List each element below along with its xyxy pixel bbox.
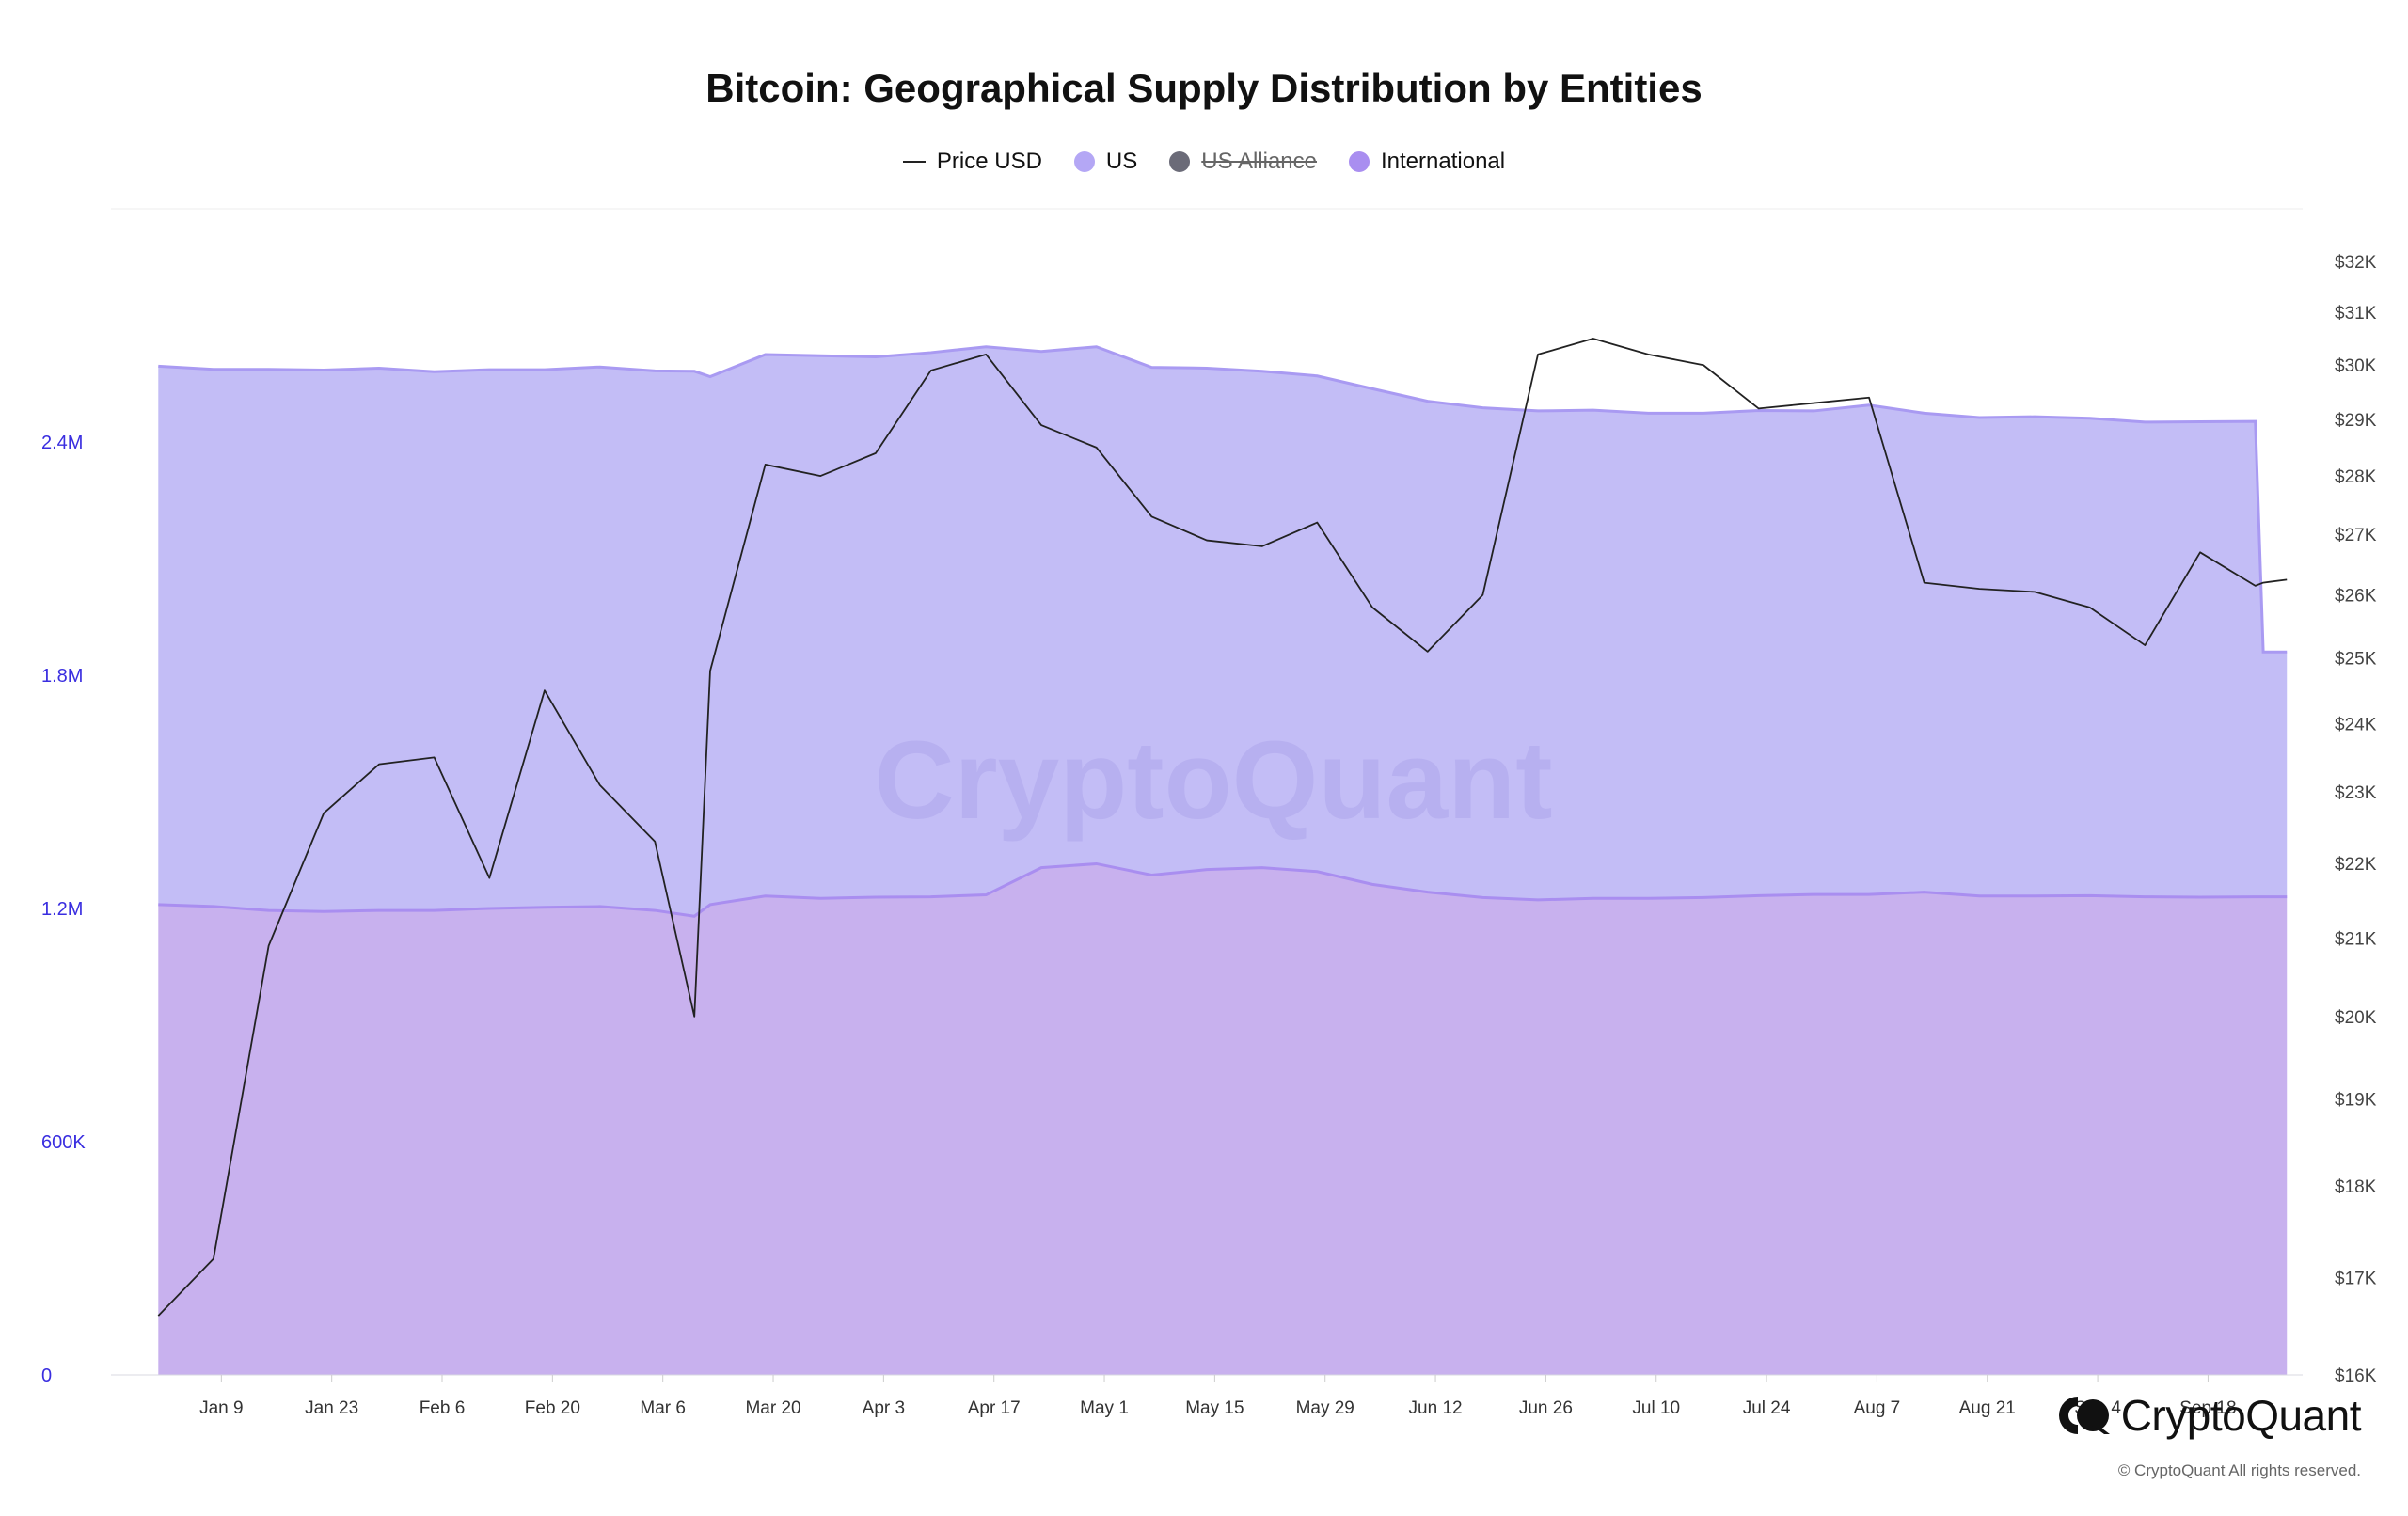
series-line-us [158,345,2288,654]
x-tick-label: Sep 18 [2179,1398,2236,1418]
watermark: CryptoQuant [874,719,1552,843]
copyright-text: © CryptoQuant All rights reserved. [2117,1461,2361,1479]
y-left-tick-label: 600K [41,1132,86,1153]
x-tick-label: Jul 24 [1743,1398,1791,1418]
x-tick-label: Apr 17 [968,1398,1021,1418]
legend-item-us-alliance[interactable]: US Alliance [1169,149,1317,175]
y-left-tick-label: 2.4M [41,433,83,453]
x-tick-label: Jun 26 [1519,1398,1573,1418]
brand-name: CryptoQuant [2120,1391,2362,1440]
y-right-tick-label: $17K [2335,1269,2377,1288]
y-right-tick-label: $25K [2335,650,2377,670]
legend-item-price[interactable]: Price USD [902,149,1042,175]
y-right-tick-label: $16K [2335,1366,2377,1386]
y-right-tick-label: $28K [2335,467,2377,487]
y-right-tick-label: $22K [2335,855,2377,875]
y-left-tick-label: 0 [41,1366,52,1386]
brand-logo: CryptoQuant [2057,1390,2362,1441]
series-area-us [158,346,2288,917]
x-tick-label: Apr 3 [863,1398,905,1418]
line-swatch-icon [902,161,926,163]
y-right-tick-label: $26K [2335,587,2377,607]
y-right-tick-label: $19K [2335,1090,2377,1110]
x-tick-label: Feb 6 [420,1398,466,1418]
x-tick-label: Mar 20 [745,1398,800,1418]
chart-title: Bitcoin: Geographical Supply Distributio… [705,66,1703,110]
x-tick-label: Feb 20 [525,1398,580,1418]
y-right-tick-label: $21K [2335,929,2377,949]
x-tick-label: Aug 7 [1854,1398,1901,1418]
cryptoquant-logo-icon [2058,1397,2110,1434]
y-right-tick-label: $30K [2335,356,2377,376]
dot-swatch-icon [1073,151,1095,172]
x-tick-label: Mar 6 [640,1398,686,1418]
legend-item-us[interactable]: US [1073,149,1138,175]
y-right-tick-label: $24K [2335,715,2377,734]
dot-swatch-icon [1169,151,1191,172]
legend-item-international[interactable]: International [1349,149,1505,175]
dot-swatch-icon [1349,151,1370,172]
series-area-international [158,863,2288,1375]
legend-label-us: US [1105,149,1138,174]
y-right-tick-label: $31K [2335,304,2377,324]
x-tick-label: May 1 [1080,1398,1129,1418]
x-tick-label: May 29 [1296,1398,1354,1418]
y-right-tick-label: $20K [2335,1008,2377,1028]
chart-legend: Price USD US US Alliance International [0,149,2408,175]
y-right-tick-label: $32K [2335,253,2377,273]
x-tick-label: May 15 [1185,1398,1244,1418]
x-tick-label: Jun 12 [1409,1398,1463,1418]
series-line-price-usd [157,338,2288,1317]
x-tick-label: Jan 9 [199,1398,243,1418]
y-right-tick-label: $23K [2335,783,2377,803]
y-left-tick-label: 1.2M [41,899,83,920]
series-line-international [158,861,2288,918]
x-tick-label: Jul 10 [1632,1398,1680,1418]
legend-label-price: Price USD [936,149,1042,174]
y-right-tick-label: $27K [2335,526,2377,545]
y-left-tick-label: 1.8M [41,666,83,687]
x-tick-label: Aug 21 [1959,1398,2016,1418]
legend-label-international: International [1381,149,1506,174]
y-right-tick-label: $29K [2335,411,2377,431]
legend-label-us-alliance: US Alliance [1201,149,1317,174]
x-tick-label: Jan 23 [305,1398,358,1418]
y-right-tick-label: $18K [2335,1177,2377,1197]
